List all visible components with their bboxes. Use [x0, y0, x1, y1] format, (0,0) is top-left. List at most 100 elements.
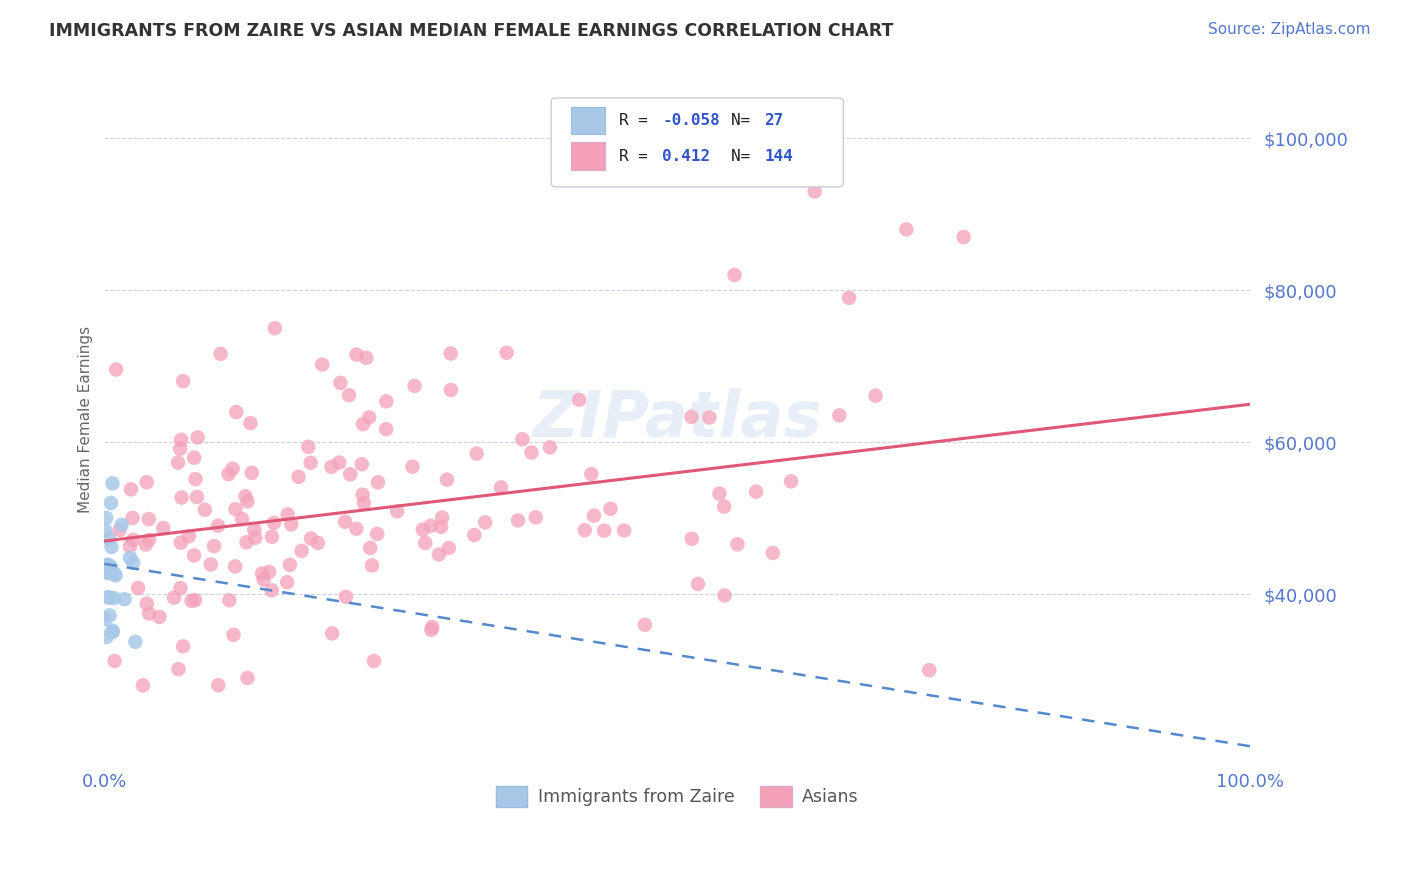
Point	[152, 521, 174, 535]
Point	[96, 558, 118, 572]
Point	[167, 662, 190, 676]
Point	[138, 607, 160, 621]
Point	[520, 445, 543, 459]
Point	[404, 379, 426, 393]
Point	[135, 537, 157, 551]
Point	[177, 529, 200, 543]
Point	[121, 511, 143, 525]
Point	[574, 523, 596, 537]
Point	[745, 484, 768, 499]
Point	[506, 513, 529, 527]
Point	[135, 475, 157, 490]
Text: N=: N=	[731, 149, 759, 163]
Y-axis label: Median Female Earnings: Median Female Earnings	[79, 326, 93, 513]
Point	[94, 523, 117, 537]
Point	[440, 383, 463, 397]
Point	[170, 433, 193, 447]
Point	[118, 539, 141, 553]
Text: N=: N=	[731, 113, 759, 128]
Point	[363, 654, 385, 668]
Point	[225, 405, 247, 419]
Point	[101, 476, 124, 491]
Point	[170, 491, 193, 505]
FancyBboxPatch shape	[571, 107, 605, 134]
Point	[187, 430, 209, 444]
Point	[524, 510, 547, 524]
Point	[681, 532, 703, 546]
Text: 144: 144	[765, 149, 793, 163]
Point	[344, 522, 367, 536]
Point	[104, 568, 127, 582]
FancyBboxPatch shape	[551, 98, 844, 187]
Point	[236, 494, 259, 508]
Point	[440, 346, 463, 360]
Point	[489, 480, 512, 494]
Point	[200, 558, 222, 572]
Point	[353, 496, 375, 510]
Point	[299, 456, 322, 470]
Point	[224, 559, 246, 574]
Point	[367, 475, 389, 490]
Point	[260, 530, 283, 544]
Point	[94, 612, 117, 626]
Point	[180, 594, 202, 608]
Point	[582, 508, 605, 523]
Point	[896, 222, 918, 236]
Point	[253, 573, 276, 587]
Point	[239, 416, 262, 430]
Point	[100, 540, 122, 554]
Point	[952, 230, 974, 244]
Point	[713, 589, 735, 603]
Point	[568, 392, 591, 407]
Point	[359, 410, 381, 425]
Text: R =: R =	[619, 149, 657, 163]
Point	[512, 432, 534, 446]
Point	[257, 565, 280, 579]
Point	[346, 347, 368, 361]
Point	[723, 268, 745, 282]
Point	[593, 524, 616, 538]
Point	[713, 500, 735, 514]
Point	[98, 566, 121, 581]
Point	[350, 457, 373, 471]
Point	[236, 671, 259, 685]
Point	[218, 467, 240, 482]
Point	[169, 442, 191, 456]
Point	[101, 625, 124, 640]
Point	[263, 321, 285, 335]
Point	[339, 467, 361, 482]
Point	[186, 490, 208, 504]
Point	[634, 617, 657, 632]
Point	[918, 663, 941, 677]
Point	[412, 523, 434, 537]
Point	[250, 566, 273, 581]
Point	[98, 608, 121, 623]
Point	[420, 620, 443, 634]
Point	[419, 519, 441, 533]
Point	[311, 358, 333, 372]
Point	[681, 409, 703, 424]
Point	[104, 654, 127, 668]
Point	[366, 527, 388, 541]
Point	[828, 409, 851, 423]
Point	[96, 511, 118, 525]
Point	[245, 531, 267, 545]
Point	[359, 541, 381, 555]
Point	[231, 512, 253, 526]
Text: ZIPatlas: ZIPatlas	[533, 388, 823, 450]
Point	[235, 489, 257, 503]
Point	[111, 517, 134, 532]
Point	[207, 518, 229, 533]
Point	[354, 351, 377, 365]
Point	[122, 556, 145, 570]
Point	[138, 533, 160, 547]
Point	[299, 532, 322, 546]
Text: 27: 27	[765, 113, 783, 128]
Point	[581, 467, 603, 481]
Point	[172, 374, 194, 388]
Point	[321, 459, 343, 474]
Point	[103, 591, 125, 605]
Point	[183, 549, 205, 563]
Point	[263, 516, 285, 530]
Point	[124, 635, 146, 649]
